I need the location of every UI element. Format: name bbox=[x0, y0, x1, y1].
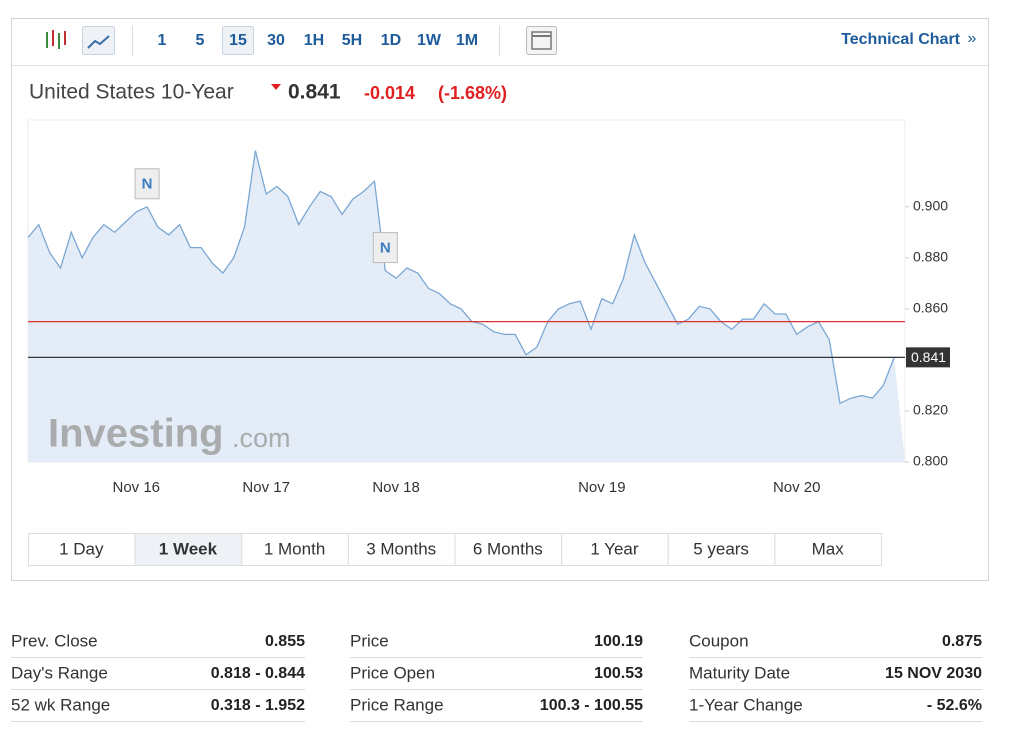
news-marker-label[interactable]: N bbox=[142, 176, 153, 193]
price-tag bbox=[906, 347, 950, 368]
x-tick-label: Nov 16 bbox=[113, 479, 161, 496]
candle-icon[interactable] bbox=[46, 30, 66, 49]
stat-label: Prev. Close bbox=[11, 631, 98, 650]
stat-label: Price bbox=[350, 631, 389, 650]
interval-button[interactable]: 1H bbox=[304, 32, 324, 49]
stat-label: Coupon bbox=[689, 631, 749, 650]
range-tab-label[interactable]: 5 years bbox=[693, 539, 749, 558]
x-tick-label: Nov 20 bbox=[773, 479, 821, 496]
y-tick-label: 0.800 bbox=[913, 453, 948, 469]
interval-button[interactable]: 1 bbox=[158, 32, 167, 49]
interval-button[interactable]: 1D bbox=[381, 32, 401, 49]
watermark: .com bbox=[232, 423, 291, 453]
stat-value: 0.875 bbox=[942, 633, 982, 650]
interval-button[interactable]: 1M bbox=[456, 32, 478, 49]
stat-label: 52 wk Range bbox=[11, 695, 110, 714]
calendar-button[interactable] bbox=[526, 26, 557, 55]
y-tick-label: 0.820 bbox=[913, 402, 948, 418]
range-tab-label[interactable]: 1 Week bbox=[159, 539, 218, 558]
last-price: 0.841 bbox=[288, 81, 341, 104]
price-line bbox=[27, 150, 895, 405]
stat-value: 100.3 - 100.55 bbox=[540, 697, 643, 714]
range-tab-label[interactable]: 1 Month bbox=[264, 539, 325, 558]
range-tab[interactable] bbox=[774, 533, 882, 566]
range-tab-label[interactable]: 3 Months bbox=[366, 539, 436, 558]
range-tab-label[interactable]: 6 Months bbox=[473, 539, 543, 558]
area bbox=[28, 150, 905, 462]
stat-label: Price Open bbox=[350, 663, 435, 682]
interval-active bbox=[222, 26, 254, 55]
stat-value: 100.53 bbox=[594, 665, 643, 682]
x-tick-label: Nov 17 bbox=[242, 479, 290, 496]
link-arrow[interactable]: » bbox=[968, 30, 977, 47]
range-tab-label[interactable]: Max bbox=[812, 539, 845, 558]
news-marker-label[interactable]: N bbox=[380, 240, 391, 257]
stat-label: Price Range bbox=[350, 695, 444, 714]
stat-value: 15 NOV 2030 bbox=[885, 665, 982, 682]
news-marker[interactable] bbox=[134, 168, 160, 200]
stat-value: 0.818 - 0.844 bbox=[211, 665, 305, 682]
stat-value: - 52.6% bbox=[927, 697, 982, 714]
news-marker[interactable] bbox=[372, 232, 398, 264]
interval-button[interactable]: 15 bbox=[229, 32, 247, 49]
line-icon bbox=[87, 35, 110, 49]
stat-label: Maturity Date bbox=[689, 663, 790, 682]
price-tag-label: 0.841 bbox=[911, 349, 946, 365]
technical-chart-link[interactable]: Technical Chart bbox=[841, 31, 961, 48]
y-tick-label: 0.900 bbox=[913, 197, 948, 213]
line-icon-button[interactable] bbox=[82, 26, 115, 55]
range-tab-label[interactable]: 1 Day bbox=[59, 539, 104, 558]
range-tab[interactable] bbox=[347, 533, 456, 566]
interval-button[interactable]: 30 bbox=[267, 32, 285, 49]
stat-label: Day's Range bbox=[11, 663, 108, 682]
range-tab[interactable] bbox=[134, 533, 243, 566]
interval-button[interactable]: 1W bbox=[417, 32, 442, 49]
stat-value: 0.855 bbox=[265, 633, 305, 650]
stat-label: 1-Year Change bbox=[689, 695, 803, 714]
y-tick-label: 0.880 bbox=[913, 249, 948, 265]
interval-button[interactable]: 5H bbox=[342, 32, 362, 49]
range-tab[interactable] bbox=[561, 533, 669, 566]
down-arrow bbox=[271, 84, 281, 90]
interval-button[interactable]: 5 bbox=[196, 32, 205, 49]
range-tab-label[interactable]: 1 Year bbox=[590, 539, 639, 558]
range-tab[interactable] bbox=[241, 533, 349, 566]
range-tab[interactable] bbox=[667, 533, 776, 566]
stat-value: 0.318 - 1.952 bbox=[211, 697, 305, 714]
watermark: Investing bbox=[48, 412, 224, 456]
price-change-percent: (-1.68%) bbox=[438, 83, 507, 103]
stat-value: 100.19 bbox=[594, 633, 643, 650]
x-tick-label: Nov 18 bbox=[372, 479, 420, 496]
x-tick-label: Nov 19 bbox=[578, 479, 626, 496]
calendar-icon bbox=[531, 31, 552, 50]
instrument-title: United States 10-Year bbox=[29, 81, 234, 104]
price-change: -0.014 bbox=[364, 83, 415, 103]
y-tick-label: 0.860 bbox=[913, 300, 948, 316]
